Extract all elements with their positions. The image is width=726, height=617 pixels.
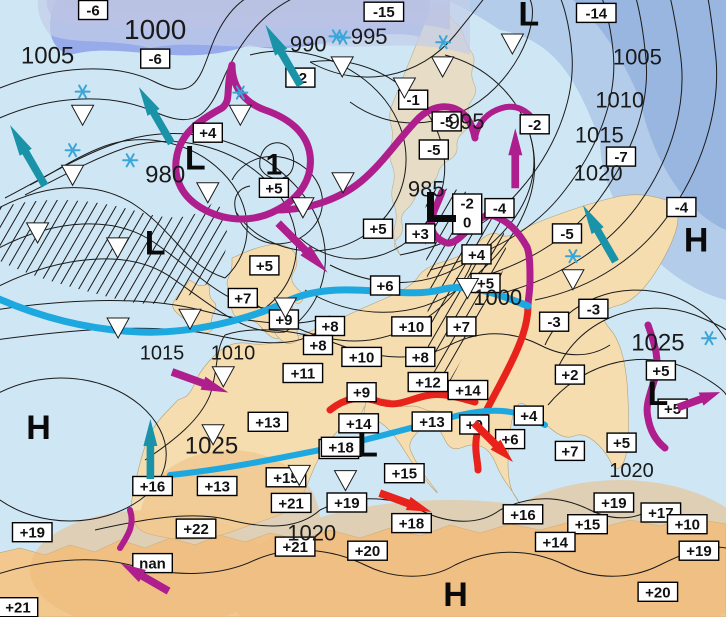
svg-text:+14: +14 <box>455 383 481 400</box>
svg-text:-2: -2 <box>528 117 541 134</box>
svg-text:+19: +19 <box>686 543 711 560</box>
svg-text:995: 995 <box>448 109 485 134</box>
svg-text:985: 985 <box>408 177 445 202</box>
svg-text:+20: +20 <box>355 543 380 560</box>
svg-text:995: 995 <box>351 24 388 49</box>
svg-text:-15: -15 <box>373 4 395 21</box>
svg-text:+22: +22 <box>183 521 208 538</box>
svg-text:H: H <box>26 409 51 447</box>
svg-text:H: H <box>684 222 709 260</box>
svg-text:+13: +13 <box>204 479 229 496</box>
svg-text:1000: 1000 <box>473 285 522 310</box>
svg-text:+15: +15 <box>392 466 417 483</box>
svg-text:+13: +13 <box>255 414 280 431</box>
svg-text:-1: -1 <box>407 92 420 109</box>
svg-text:-2: -2 <box>461 196 474 213</box>
svg-text:+5: +5 <box>369 221 386 238</box>
svg-text:+12: +12 <box>415 375 440 392</box>
svg-text:L: L <box>145 224 166 262</box>
svg-text:+8: +8 <box>321 319 338 336</box>
svg-text:+6: +6 <box>377 278 394 295</box>
svg-text:H: H <box>443 576 468 614</box>
svg-text:-4: -4 <box>493 201 507 218</box>
svg-text:+5: +5 <box>256 258 273 275</box>
svg-text:980: 980 <box>145 162 185 189</box>
svg-text:+7: +7 <box>234 291 251 308</box>
svg-text:1020: 1020 <box>574 161 623 186</box>
svg-text:+8: +8 <box>412 349 429 366</box>
svg-text:1010: 1010 <box>211 342 256 364</box>
svg-text:+5: +5 <box>613 435 630 452</box>
svg-text:+14: +14 <box>542 534 568 551</box>
svg-text:1010: 1010 <box>595 87 644 112</box>
svg-text:0: 0 <box>463 215 471 232</box>
svg-text:1025: 1025 <box>631 330 684 357</box>
svg-text:+4: +4 <box>468 247 486 264</box>
svg-text:+16: +16 <box>510 507 535 524</box>
svg-text:-3: -3 <box>547 314 560 331</box>
svg-text:+10: +10 <box>399 319 424 336</box>
svg-text:1015: 1015 <box>140 342 185 364</box>
svg-text:+9: +9 <box>353 385 370 402</box>
svg-text:-6: -6 <box>149 51 162 68</box>
svg-text:+10: +10 <box>349 349 374 366</box>
svg-text:-6: -6 <box>86 3 99 20</box>
svg-text:1015: 1015 <box>575 123 624 148</box>
svg-text:-4: -4 <box>675 200 689 217</box>
svg-text:+10: +10 <box>675 517 700 534</box>
svg-text:+5: +5 <box>265 180 282 197</box>
svg-text:+19: +19 <box>20 525 45 542</box>
svg-text:+13: +13 <box>419 414 444 431</box>
svg-text:+16: +16 <box>140 479 165 496</box>
svg-text:L: L <box>185 139 206 177</box>
svg-text:1020: 1020 <box>287 520 336 545</box>
svg-text:L: L <box>518 0 539 34</box>
svg-text:-3: -3 <box>587 301 600 318</box>
svg-text:1005: 1005 <box>613 45 662 70</box>
svg-text:+20: +20 <box>645 584 670 601</box>
svg-text:+3: +3 <box>412 226 429 243</box>
svg-text:-5: -5 <box>427 142 440 159</box>
svg-text:-5: -5 <box>560 226 573 243</box>
svg-text:+7: +7 <box>561 443 578 460</box>
svg-text:+19: +19 <box>334 495 359 512</box>
svg-text:+8: +8 <box>309 338 326 355</box>
svg-text:+21: +21 <box>278 495 303 512</box>
svg-text:990: 990 <box>290 32 327 57</box>
svg-text:1000: 1000 <box>124 14 186 45</box>
svg-text:L: L <box>648 375 669 413</box>
svg-text:+4: +4 <box>520 408 538 425</box>
svg-text:+7: +7 <box>453 319 470 336</box>
svg-text:1020: 1020 <box>609 460 654 482</box>
svg-text:+6: +6 <box>502 432 519 449</box>
svg-text:+21: +21 <box>5 600 30 617</box>
svg-text:L: L <box>357 427 378 465</box>
svg-text:+18: +18 <box>399 516 424 533</box>
svg-text:1: 1 <box>266 148 283 181</box>
svg-text:+19: +19 <box>601 495 626 512</box>
svg-text:1005: 1005 <box>21 43 74 70</box>
svg-text:+11: +11 <box>291 366 316 383</box>
svg-text:+2: +2 <box>561 367 578 384</box>
svg-text:+18: +18 <box>328 439 353 456</box>
svg-text:-14: -14 <box>585 5 607 22</box>
svg-text:+15: +15 <box>575 517 600 534</box>
